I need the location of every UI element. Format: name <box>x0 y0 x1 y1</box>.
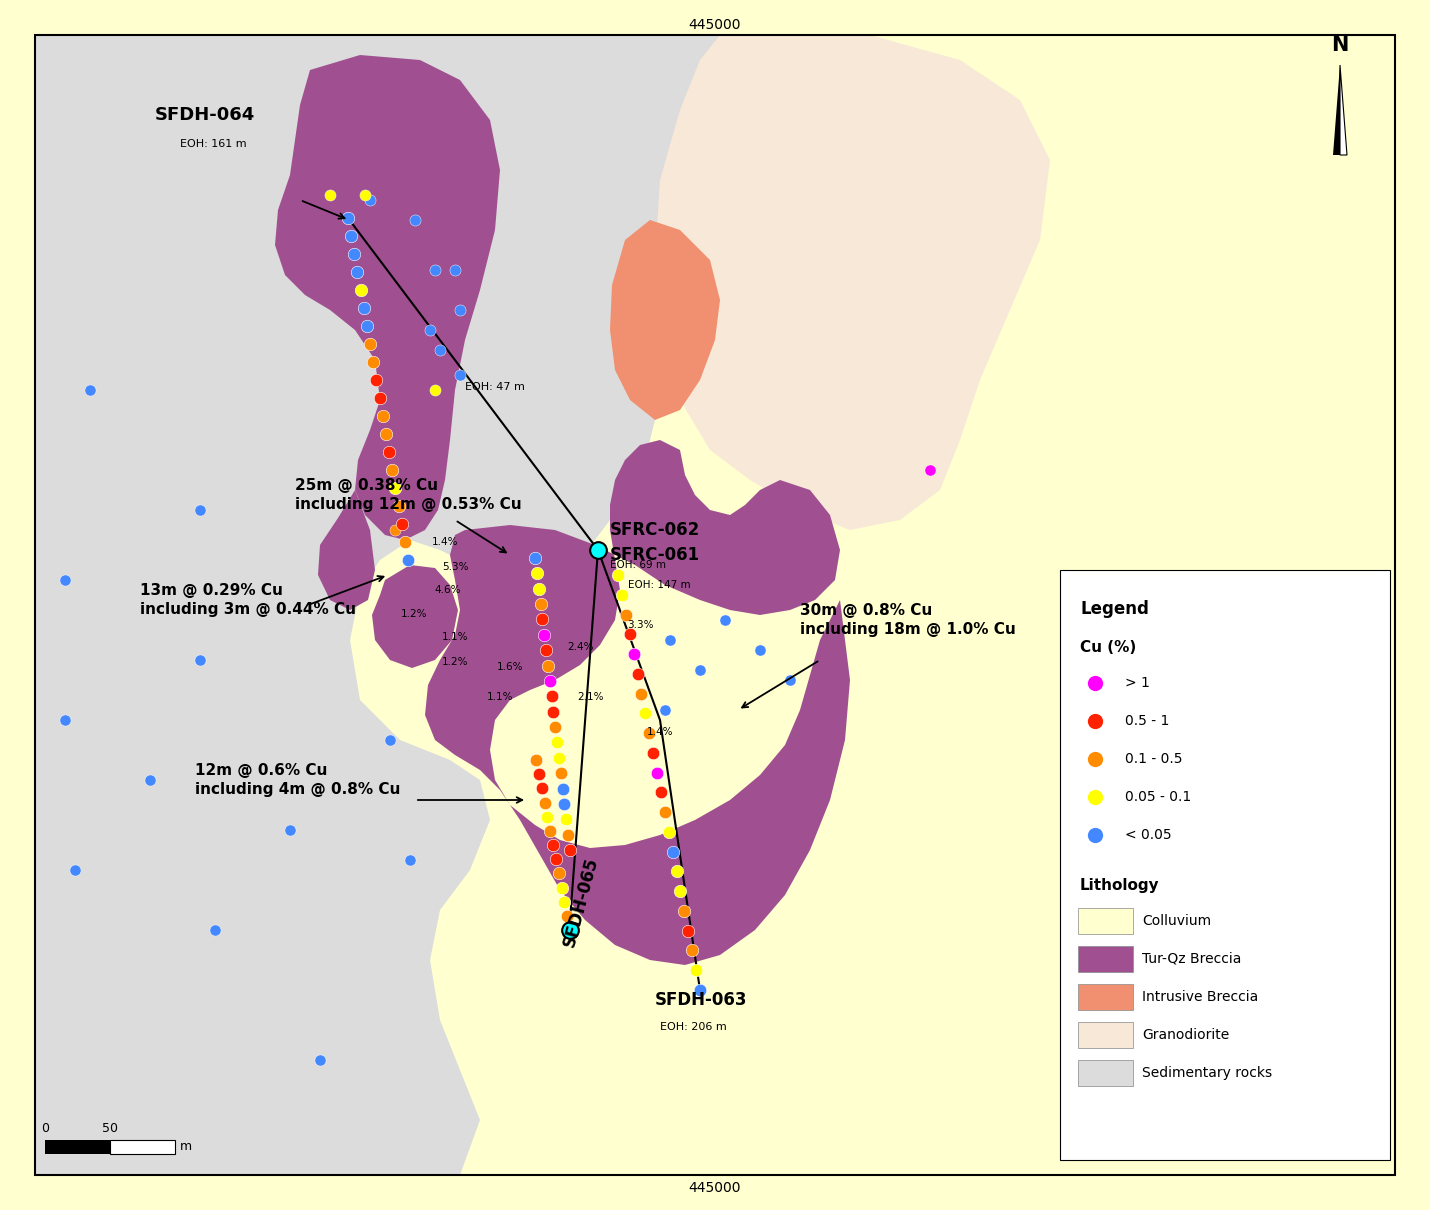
Text: 445000: 445000 <box>689 1181 741 1195</box>
Bar <box>1060 570 1390 1160</box>
Text: N: N <box>1331 35 1348 54</box>
Bar <box>1078 908 1133 934</box>
Text: 3.3%: 3.3% <box>626 620 654 630</box>
Text: 1.2%: 1.2% <box>442 657 468 667</box>
Polygon shape <box>317 490 375 610</box>
Text: 13m @ 0.29% Cu
including 3m @ 0.44% Cu: 13m @ 0.29% Cu including 3m @ 0.44% Cu <box>140 582 356 617</box>
Text: m: m <box>180 1141 192 1153</box>
Text: 1.4%: 1.4% <box>432 537 458 547</box>
Text: 1.2%: 1.2% <box>400 609 428 620</box>
Text: SFRC-061: SFRC-061 <box>611 546 701 564</box>
Text: 12m @ 0.6% Cu
including 4m @ 0.8% Cu: 12m @ 0.6% Cu including 4m @ 0.8% Cu <box>194 762 400 797</box>
Text: Lithology: Lithology <box>1080 878 1160 893</box>
Text: EOH: 147 m: EOH: 147 m <box>628 580 691 590</box>
Polygon shape <box>34 35 729 1175</box>
Text: SFDH-063: SFDH-063 <box>655 991 748 1009</box>
Text: 1.4%: 1.4% <box>646 727 674 737</box>
Text: 30m @ 0.8% Cu
including 18m @ 1.0% Cu: 30m @ 0.8% Cu including 18m @ 1.0% Cu <box>799 603 1015 638</box>
Text: SFDH-065: SFDH-065 <box>561 855 601 949</box>
Text: 2.1%: 2.1% <box>576 692 603 702</box>
Text: Cu (%): Cu (%) <box>1080 640 1137 655</box>
Bar <box>1078 984 1133 1010</box>
Text: 1.6%: 1.6% <box>496 662 523 672</box>
Text: 0: 0 <box>41 1122 49 1135</box>
Text: 50: 50 <box>102 1122 119 1135</box>
Polygon shape <box>1333 65 1340 155</box>
Text: Colluvium: Colluvium <box>1143 914 1211 928</box>
Bar <box>1078 1060 1133 1087</box>
Text: Granodiorite: Granodiorite <box>1143 1028 1230 1042</box>
Text: Tur-Qz Breccia: Tur-Qz Breccia <box>1143 952 1241 966</box>
Text: 1.1%: 1.1% <box>486 692 513 702</box>
Text: Sedimentary rocks: Sedimentary rocks <box>1143 1066 1273 1081</box>
Polygon shape <box>611 220 719 420</box>
Text: < 0.05: < 0.05 <box>1125 828 1171 842</box>
Polygon shape <box>1340 65 1347 155</box>
Text: Legend: Legend <box>1080 600 1148 618</box>
Text: 2.4%: 2.4% <box>566 643 593 652</box>
Bar <box>1078 1022 1133 1048</box>
Text: 0.05 - 0.1: 0.05 - 0.1 <box>1125 790 1191 803</box>
Text: EOH: 47 m: EOH: 47 m <box>465 382 525 392</box>
Text: EOH: 206 m: EOH: 206 m <box>661 1022 726 1032</box>
Bar <box>44 1140 110 1154</box>
Text: 1.1%: 1.1% <box>442 632 468 643</box>
Bar <box>1078 946 1133 972</box>
Text: Intrusive Breccia: Intrusive Breccia <box>1143 990 1258 1004</box>
Text: EOH: 161 m: EOH: 161 m <box>180 139 246 149</box>
Polygon shape <box>372 565 458 668</box>
Polygon shape <box>275 54 500 540</box>
Text: 0.5 - 1: 0.5 - 1 <box>1125 714 1170 728</box>
Text: EOH: 69 m: EOH: 69 m <box>611 560 666 570</box>
Bar <box>110 1140 174 1154</box>
Text: > 1: > 1 <box>1125 676 1150 690</box>
Text: 0.1 - 0.5: 0.1 - 0.5 <box>1125 751 1183 766</box>
Text: 445000: 445000 <box>689 18 741 31</box>
Text: SFDH-064: SFDH-064 <box>154 106 255 123</box>
Polygon shape <box>425 440 849 966</box>
Text: 4.6%: 4.6% <box>435 584 462 595</box>
Polygon shape <box>655 35 1050 530</box>
Text: 25m @ 0.38% Cu
including 12m @ 0.53% Cu: 25m @ 0.38% Cu including 12m @ 0.53% Cu <box>295 478 522 512</box>
Text: SFRC-062: SFRC-062 <box>611 522 701 538</box>
Text: 5.3%: 5.3% <box>442 561 468 572</box>
